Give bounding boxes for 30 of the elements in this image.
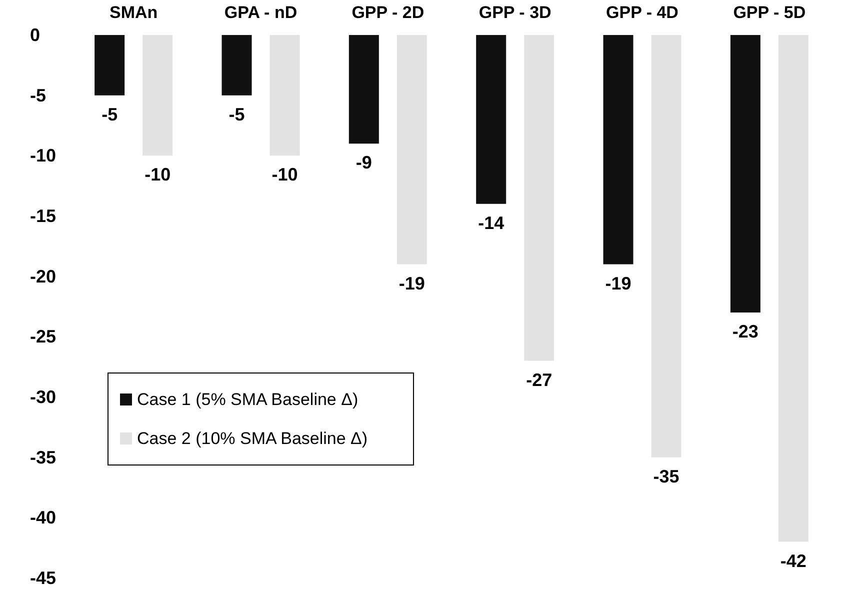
data-label: -42 xyxy=(780,550,806,571)
data-label: -14 xyxy=(478,212,504,233)
x-tick-label: GPA - nD xyxy=(224,3,298,22)
legend-label: Case 1 (5% SMA Baseline Δ) xyxy=(137,390,358,409)
data-label: -19 xyxy=(398,273,425,294)
x-tick-label: SMAn xyxy=(109,3,158,22)
y-tick-label: -35 xyxy=(30,447,56,468)
y-tick-label: -5 xyxy=(30,85,46,106)
data-label: -5 xyxy=(228,104,245,124)
x-tick-label: GPP - 4D xyxy=(606,3,678,22)
x-tick-label: GPP - 3D xyxy=(478,3,552,22)
x-tick-label: GPP - 5D xyxy=(733,3,806,22)
y-tick-label: -15 xyxy=(30,206,56,226)
legend-label: Case 2 (10% SMA Baseline Δ) xyxy=(137,429,368,448)
data-label: -10 xyxy=(272,164,298,185)
y-tick-label: -30 xyxy=(30,387,56,407)
data-label: -9 xyxy=(356,152,372,173)
data-label: -10 xyxy=(144,164,171,185)
data-label: -35 xyxy=(653,466,680,486)
data-label: -23 xyxy=(732,322,758,342)
data-label: -27 xyxy=(526,370,552,390)
y-tick-label: -40 xyxy=(30,508,56,528)
x-tick-label: GPP - 2D xyxy=(352,3,424,22)
data-label: -19 xyxy=(605,273,632,294)
data-label: -5 xyxy=(102,104,118,124)
y-tick-label: -25 xyxy=(30,326,56,347)
y-tick-label: -10 xyxy=(30,146,56,166)
y-tick-label: -20 xyxy=(30,266,56,286)
y-tick-label: -45 xyxy=(30,568,56,588)
y-tick-label: 0 xyxy=(30,25,40,45)
